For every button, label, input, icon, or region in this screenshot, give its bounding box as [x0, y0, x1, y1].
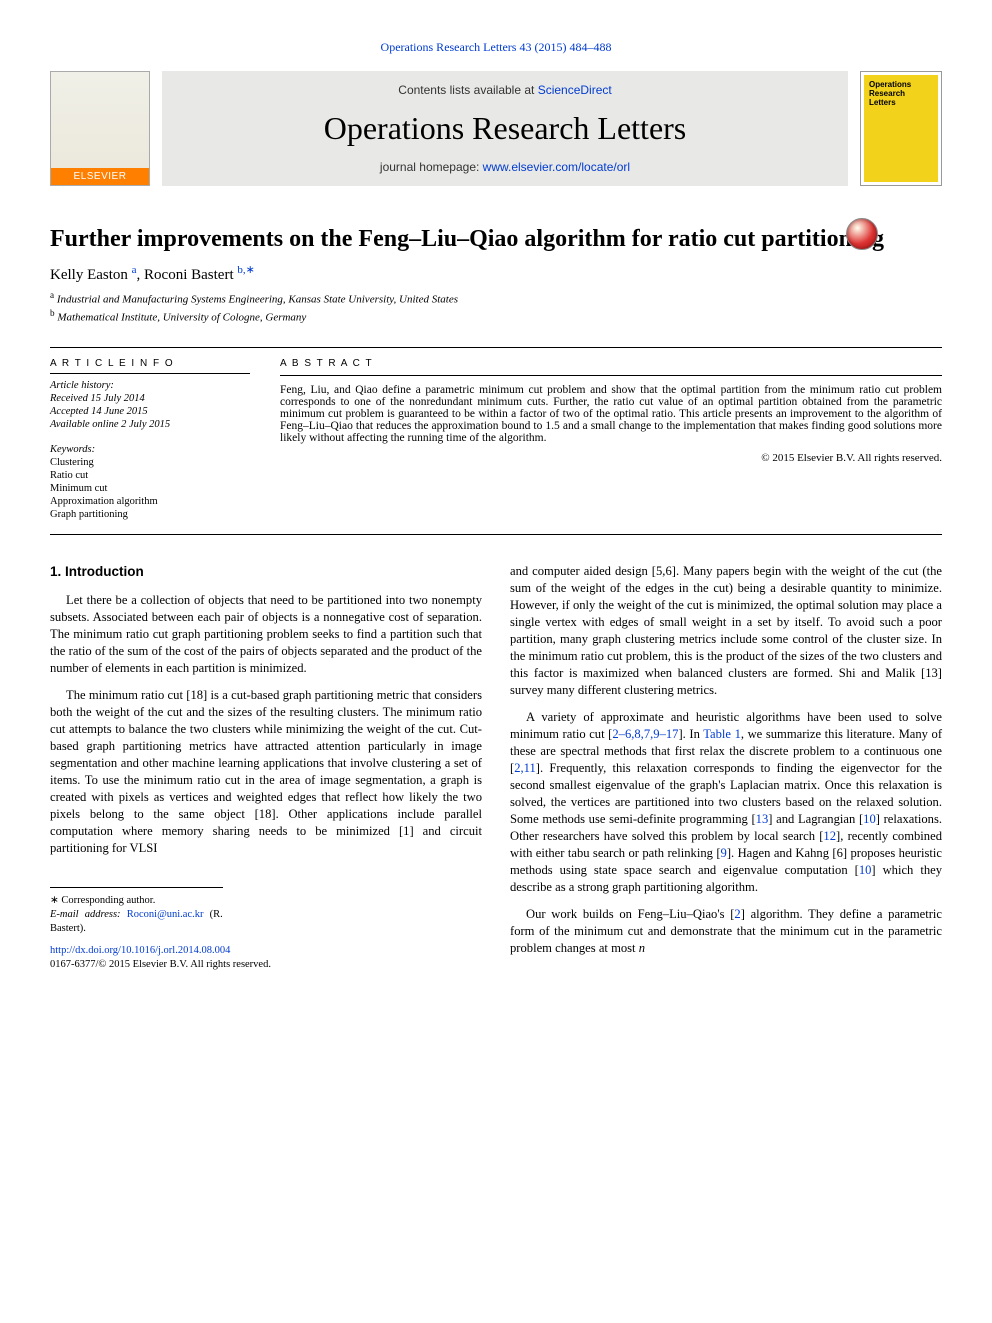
article-head: Further improvements on the Feng–Liu–Qia…: [50, 226, 942, 323]
contents-prefix: Contents lists available at: [398, 83, 537, 97]
publisher-logo-label: ELSEVIER: [51, 168, 149, 185]
history-online: Available online 2 July 2015: [50, 419, 250, 430]
email-line: E-mail address: Roconi@uni.ac.kr (R. Bas…: [50, 908, 223, 936]
keyword-4: Approximation algorithm: [50, 496, 250, 507]
col-left: 1. Introduction Let there be a collectio…: [50, 563, 482, 972]
author-2-affil-link[interactable]: b,∗: [237, 264, 254, 276]
article-title: Further improvements on the Feng–Liu–Qia…: [50, 226, 942, 253]
col2-para-2: A variety of approximate and heuristic a…: [510, 709, 942, 896]
footnotes: ∗ Corresponding author. E-mail address: …: [50, 887, 223, 937]
affiliation-b-text: Mathematical Institute, University of Co…: [57, 311, 306, 323]
affiliation-a: a Industrial and Manufacturing Systems E…: [50, 290, 942, 306]
ref-link-10b[interactable]: 10: [859, 863, 872, 877]
corresponding-note: ∗ Corresponding author.: [50, 894, 223, 908]
ref-link-2-11[interactable]: 2,11: [514, 761, 536, 775]
homepage-link[interactable]: www.elsevier.com/locate/orl: [483, 160, 630, 174]
publisher-logo: ELSEVIER: [50, 71, 150, 186]
table-1-link[interactable]: Table 1: [703, 727, 741, 741]
col1-para-1: Let there be a collection of objects tha…: [50, 592, 482, 677]
homepage-prefix: journal homepage:: [380, 160, 483, 174]
copyright-line: © 2015 Elsevier B.V. All rights reserved…: [280, 452, 942, 464]
abstract-text: Feng, Liu, and Qiao define a parametric …: [280, 384, 942, 444]
ref-link-10[interactable]: 10: [863, 812, 876, 826]
abstract-head: A B S T R A C T: [280, 358, 942, 369]
homepage-line: journal homepage: www.elsevier.com/locat…: [380, 160, 630, 174]
publisher-tree-icon: [51, 72, 149, 168]
author-1: Kelly Easton: [50, 267, 128, 283]
sciencedirect-link[interactable]: ScienceDirect: [538, 83, 612, 97]
body-columns: 1. Introduction Let there be a collectio…: [50, 563, 942, 972]
ref-link-12[interactable]: 12: [823, 829, 836, 843]
contents-line: Contents lists available at ScienceDirec…: [398, 83, 611, 97]
section-1-title: 1. Introduction: [50, 563, 482, 581]
cover-title: Operations Research Letters: [869, 81, 933, 107]
banner-center: Contents lists available at ScienceDirec…: [162, 71, 848, 186]
crossmark-icon[interactable]: [846, 218, 878, 250]
info-abstract-row: A R T I C L E I N F O Article history: R…: [50, 358, 942, 522]
citation-line: Operations Research Letters 43 (2015) 48…: [50, 40, 942, 55]
ref-link-2-6-etc[interactable]: 2–6,8,7,9–17: [612, 727, 678, 741]
col-right: and computer aided design [5,6]. Many pa…: [510, 563, 942, 972]
keyword-3: Minimum cut: [50, 483, 250, 494]
journal-title: Operations Research Letters: [324, 110, 687, 147]
email-label: E-mail address:: [50, 909, 127, 920]
affiliation-b: b Mathematical Institute, University of …: [50, 308, 942, 324]
history-accepted: Accepted 14 June 2015: [50, 406, 250, 417]
keyword-1: Clustering: [50, 457, 250, 468]
header-banner: ELSEVIER Contents lists available at Sci…: [50, 71, 942, 186]
author-2: Roconi Bastert: [144, 267, 234, 283]
col2-para-1: and computer aided design [5,6]. Many pa…: [510, 563, 942, 699]
article-info-head: A R T I C L E I N F O: [50, 358, 250, 369]
ref-link-13[interactable]: 13: [756, 812, 769, 826]
doi-link[interactable]: http://dx.doi.org/10.1016/j.orl.2014.08.…: [50, 945, 230, 956]
keyword-2: Ratio cut: [50, 470, 250, 481]
issn-copyright: 0167-6377/© 2015 Elsevier B.V. All right…: [50, 959, 271, 970]
affiliation-a-text: Industrial and Manufacturing Systems Eng…: [57, 294, 458, 306]
col2-para-3: Our work builds on Feng–Liu–Qiao's [2] a…: [510, 906, 942, 957]
keyword-5: Graph partitioning: [50, 509, 250, 520]
keywords-head: Keywords:: [50, 444, 250, 455]
history-received: Received 15 July 2014: [50, 393, 250, 404]
corresponding-email[interactable]: Roconi@uni.ac.kr: [127, 909, 204, 920]
history-label: Article history:: [50, 380, 250, 391]
citation-link[interactable]: Operations Research Letters 43 (2015) 48…: [381, 40, 612, 54]
col1-para-2: The minimum ratio cut [18] is a cut-base…: [50, 687, 482, 857]
abstract: A B S T R A C T Feng, Liu, and Qiao defi…: [280, 358, 942, 522]
doi-block: http://dx.doi.org/10.1016/j.orl.2014.08.…: [50, 944, 482, 972]
journal-cover-thumb: Operations Research Letters: [860, 71, 942, 186]
author-1-affil-link[interactable]: a: [132, 264, 137, 276]
authors-line: Kelly Easton a, Roconi Bastert b,∗: [50, 263, 942, 284]
math-n: n: [639, 941, 645, 955]
article-info: A R T I C L E I N F O Article history: R…: [50, 358, 250, 522]
